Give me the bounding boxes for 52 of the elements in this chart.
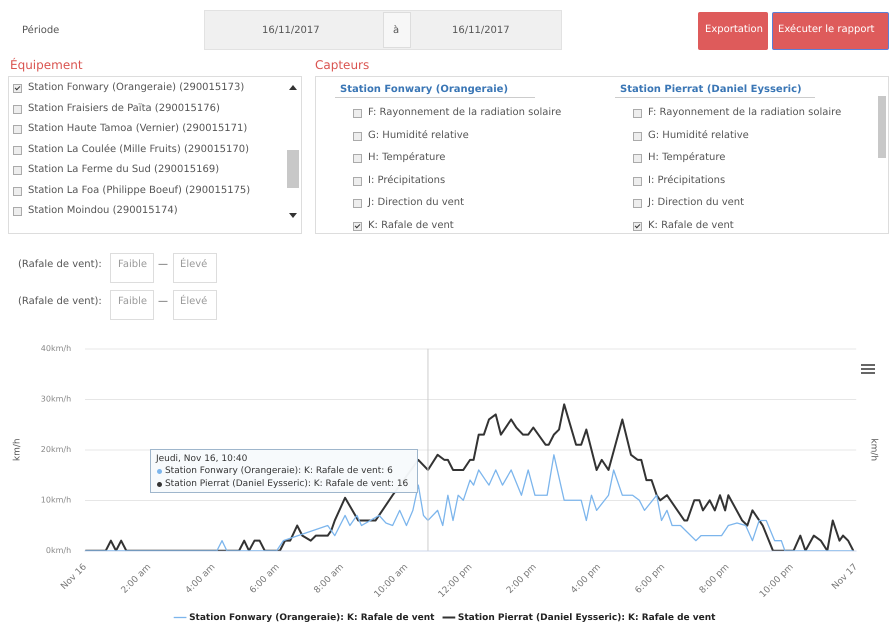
- text: H: Température: [648, 151, 726, 165]
- text: Station Fraisiers de Païta (290015176): [28, 102, 220, 116]
- annotation: Jeudi, Nov 16, 10:40: [156, 452, 248, 465]
- text: G: Humidité relative: [648, 128, 749, 142]
- text: H: Température: [368, 151, 446, 165]
- y2-axis-title: km/h: [868, 438, 878, 462]
- text: (Rafale de vent):: [18, 258, 102, 272]
- text: Station Pierrat (Daniel Eysseric): [620, 83, 802, 97]
- tooltip-box: Jeudi, Nov 16, 10:40 Station Fonwary (Orangeraie): K: Rafale de vent: 6 Station Pierrat (Daniel Eysseric): K: Rafale de vent: 16: [150, 448, 418, 493]
- text: Station Moindou (290015174): [28, 204, 178, 218]
- y-tick-label: 30km/h: [40, 394, 72, 404]
- text: Exportation: [705, 23, 764, 37]
- y-tick-label: 10km/h: [40, 495, 72, 504]
- text: (Rafale de vent):: [18, 295, 102, 309]
- text: F: Rayonnement de la radiation solaire: [368, 106, 562, 120]
- text: Capteurs: [315, 58, 370, 72]
- text: J: Direction du vent: [368, 196, 464, 210]
- legend-label: Station Pierrat (Daniel Eysseric): K: Rafale de vent: [458, 612, 716, 623]
- text: 16/11/2017: [452, 24, 510, 38]
- text: Élevé: [180, 295, 208, 309]
- text: Faible: [118, 258, 148, 272]
- text: Équipement: [10, 58, 83, 72]
- x-tick-label: Nov 17: [830, 562, 860, 592]
- text: K: Rafale de vent: [648, 218, 734, 232]
- y-tick-label: 0km/h: [46, 546, 72, 555]
- text: à: [393, 24, 400, 38]
- annotation: Station Pierrat (Daniel Eysseric): K: Rafale de vent: 16: [164, 478, 408, 490]
- text: Élevé: [180, 258, 208, 272]
- text: Station La Coulée (Mille Fruits) (290015170): [28, 142, 250, 156]
- text: Exécuter le rapport: [778, 23, 874, 37]
- text: 16/11/2017: [262, 24, 320, 38]
- text: —: [158, 295, 168, 309]
- text: Station Fonwary (Orangeraie): [340, 83, 508, 97]
- text: —: [158, 258, 168, 272]
- text: Faible: [118, 295, 148, 309]
- y-tick-label: 40km/h: [40, 344, 72, 353]
- text: F: Rayonnement de la radiation solaire: [648, 106, 842, 120]
- text: Période: [22, 24, 60, 38]
- x-tick-label: Nov 16: [59, 562, 90, 592]
- text: Station Haute Tamoa (Vernier) (290015171): [28, 122, 248, 136]
- y-tick-label: 20km/h: [40, 444, 72, 454]
- text: G: Humidité relative: [368, 128, 469, 142]
- text: Station La Ferme du Sud (290015169): [28, 163, 220, 177]
- text: Station Fonwary (Orangeraie) (290015173): [28, 81, 244, 95]
- text: Station La Foa (Philippe Boeuf) (290015175): [28, 184, 250, 198]
- legend-label: Station Fonwary (Orangeraie): K: Rafale de vent: [189, 612, 436, 623]
- text: J: Direction du vent: [648, 196, 744, 210]
- annotation: Station Fonwary (Orangeraie): K: Rafale de vent: 6: [164, 465, 393, 478]
- text: I: Précipitations: [648, 174, 726, 188]
- text: I: Précipitations: [368, 174, 446, 188]
- y-axis-title: km/h: [12, 438, 23, 462]
- text: K: Rafale de vent: [368, 218, 454, 232]
